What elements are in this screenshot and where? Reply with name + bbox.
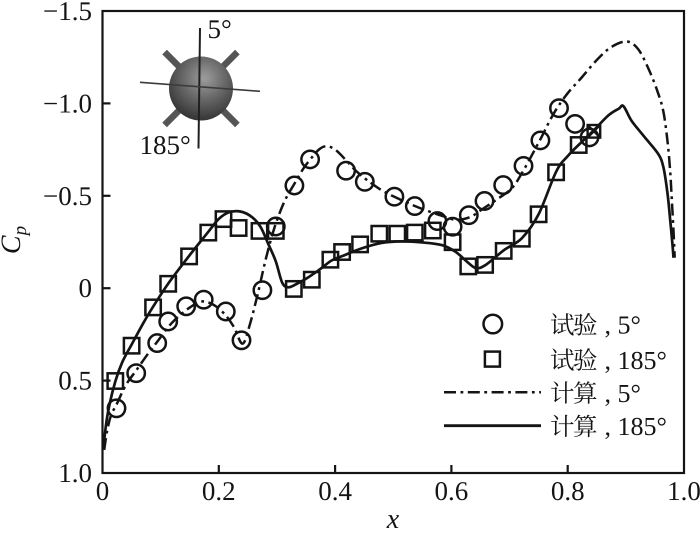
svg-text:0: 0 — [79, 273, 93, 303]
svg-text:x: x — [386, 504, 400, 533]
svg-text:0.4: 0.4 — [318, 476, 352, 506]
svg-text:1.0: 1.0 — [58, 458, 92, 488]
svg-text:, 185°: , 185° — [605, 346, 667, 375]
svg-text:−0.5: −0.5 — [43, 181, 92, 211]
svg-text:0.2: 0.2 — [202, 476, 236, 506]
svg-text:0.6: 0.6 — [435, 476, 469, 506]
svg-text:5°: 5° — [208, 14, 232, 44]
svg-text:0: 0 — [96, 476, 110, 506]
svg-text:1.0: 1.0 — [667, 476, 700, 506]
svg-text:, 5°: , 5° — [605, 311, 641, 340]
svg-text:, 5°: , 5° — [605, 379, 641, 408]
svg-text:, 185°: , 185° — [605, 412, 667, 441]
svg-text:−1.0: −1.0 — [43, 88, 92, 118]
svg-text:−1.5: −1.5 — [43, 0, 92, 26]
svg-text:185°: 185° — [140, 130, 191, 160]
svg-text:0.8: 0.8 — [551, 476, 585, 506]
svg-text:0.5: 0.5 — [58, 366, 92, 396]
